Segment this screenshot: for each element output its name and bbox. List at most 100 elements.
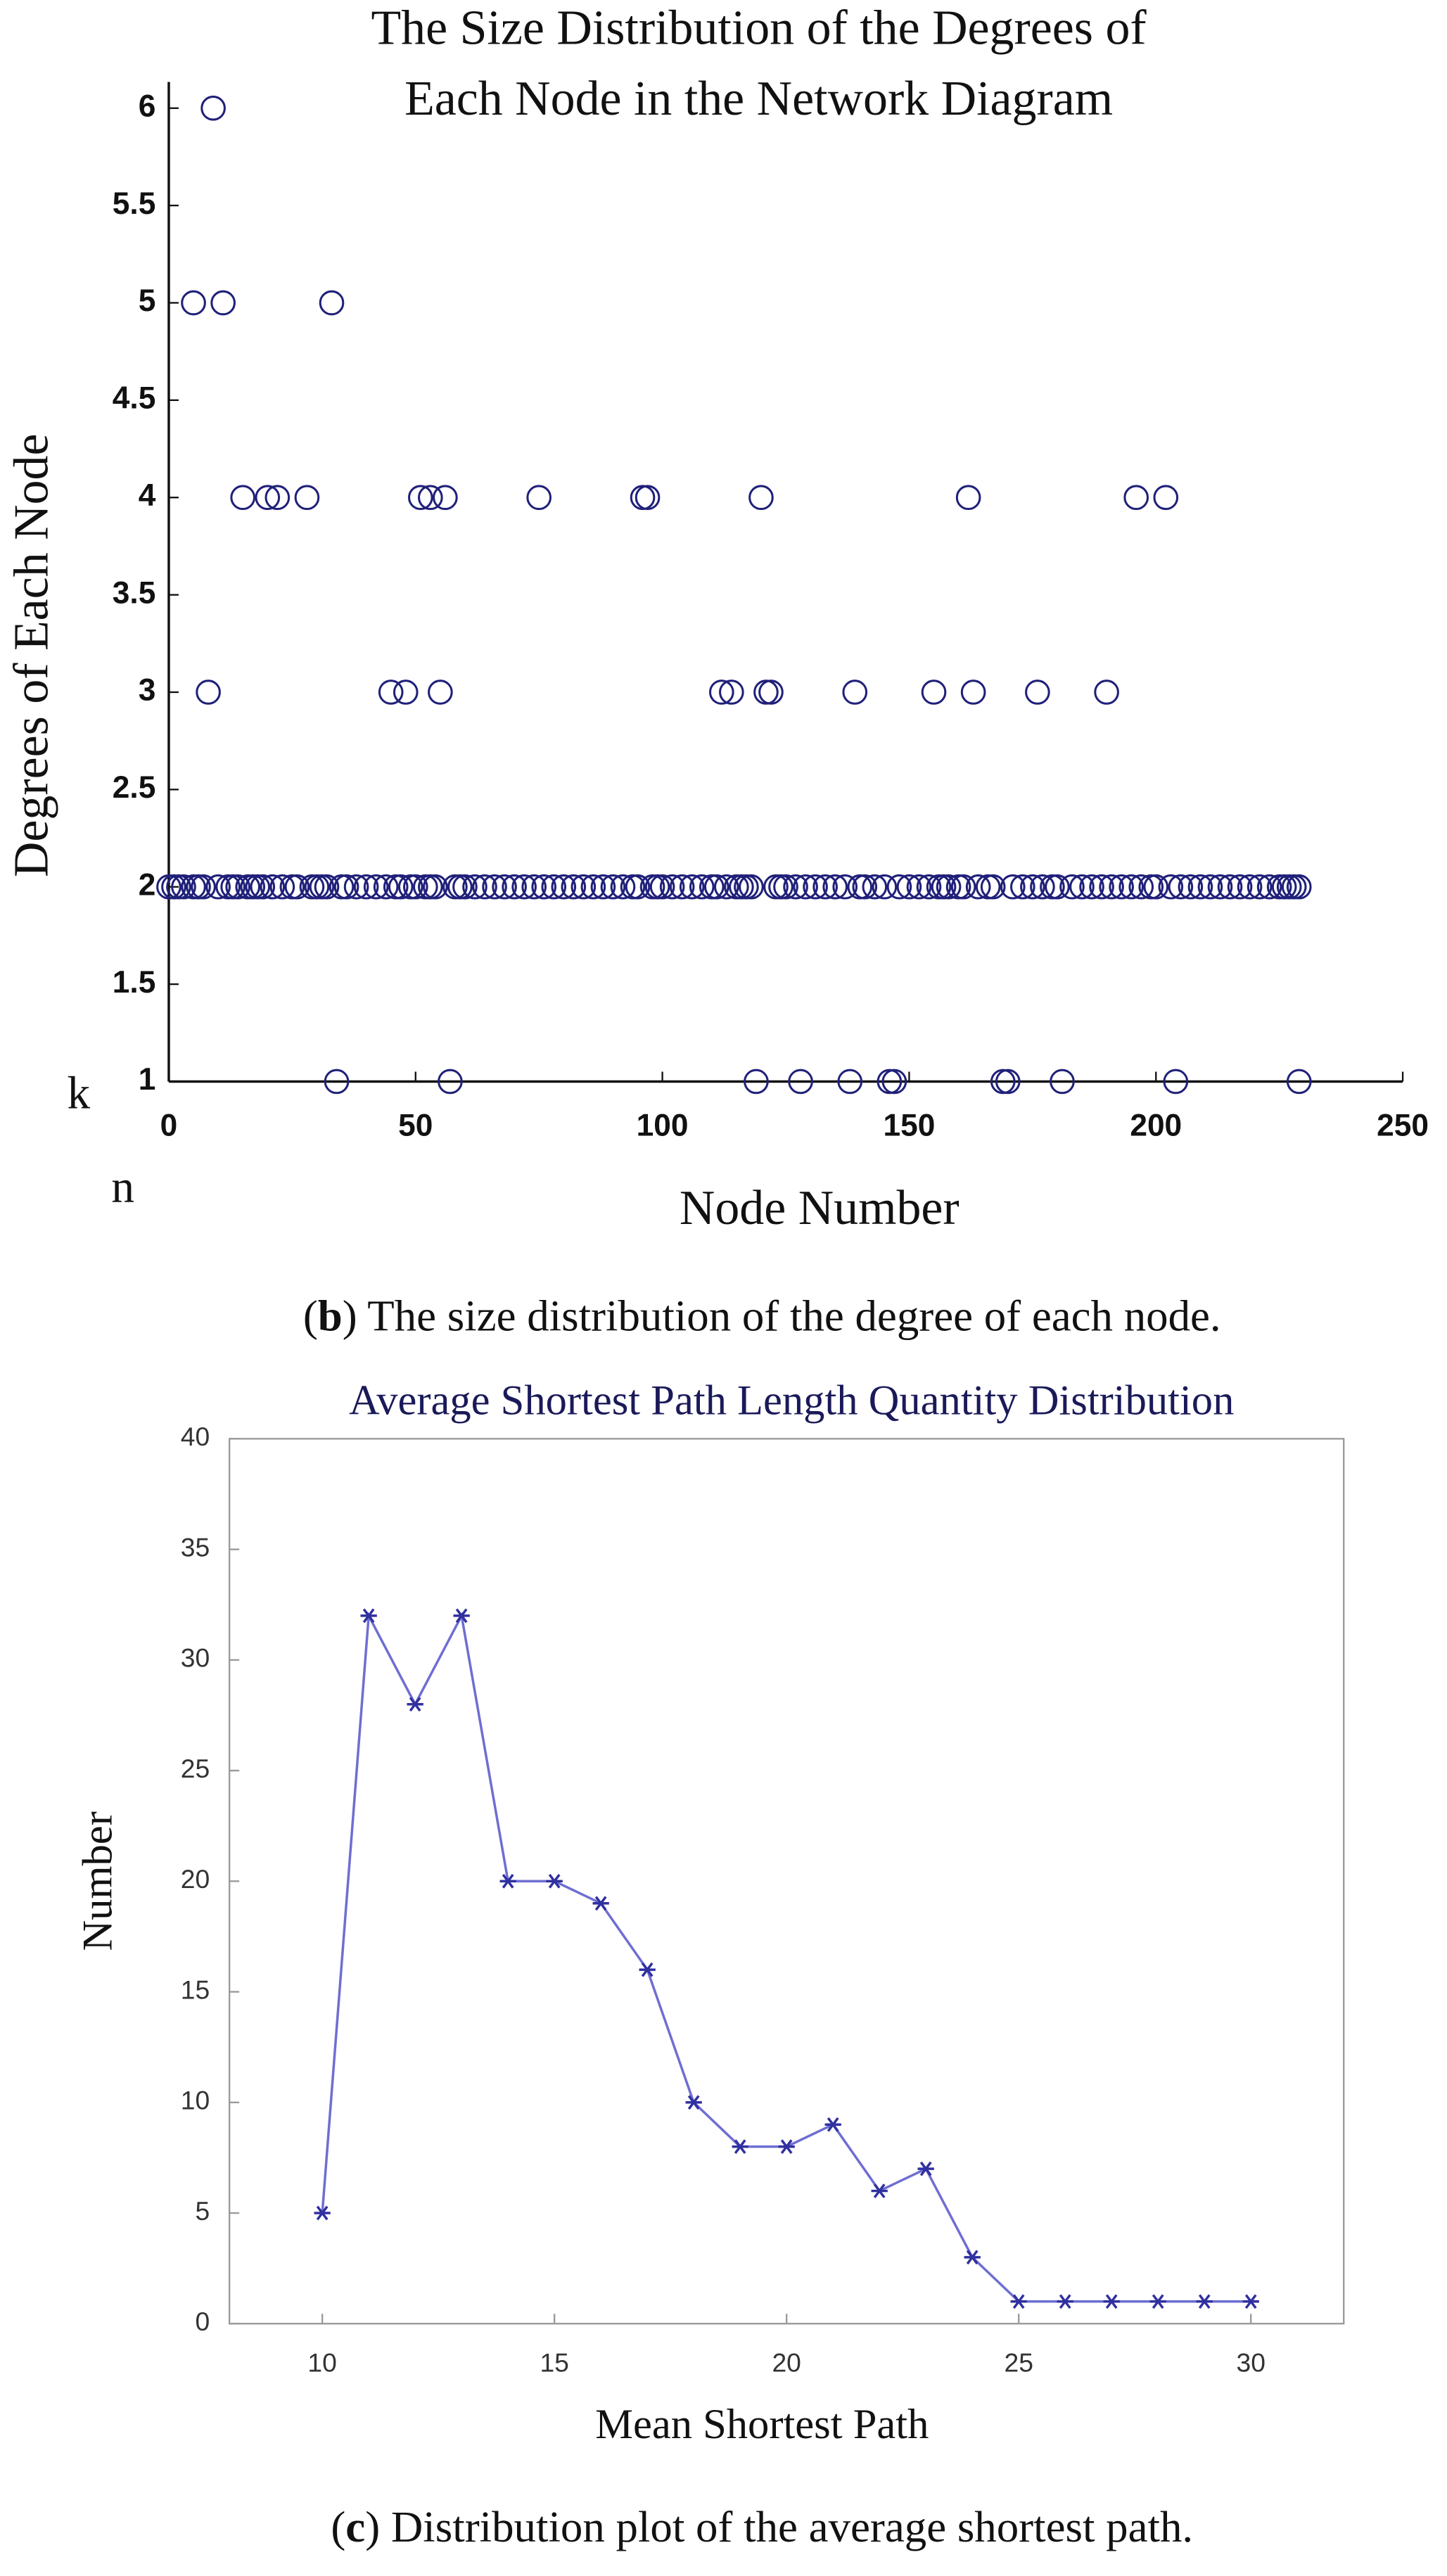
point [639, 1962, 656, 1977]
point [719, 680, 744, 705]
point [1143, 874, 1169, 900]
point [1217, 874, 1243, 900]
point [482, 874, 507, 900]
point [1079, 874, 1104, 900]
y-tick-label: 5 [195, 2196, 210, 2226]
point [393, 680, 419, 705]
point [1030, 874, 1055, 900]
point [679, 874, 705, 900]
point [689, 874, 715, 900]
point [600, 874, 626, 900]
point [210, 290, 236, 316]
x-tick-label: 20 [772, 2347, 801, 2377]
point [373, 874, 399, 900]
caption-part: b [318, 1292, 343, 1341]
annotation: k [68, 1069, 91, 1119]
point [453, 1608, 470, 1624]
chart-title: The Size Distribution of the Degrees of [371, 1, 1147, 56]
point [803, 874, 828, 900]
chart-title: Average Shortest Path Length Quantity Di… [349, 1377, 1234, 1424]
point [462, 874, 487, 900]
point [511, 874, 537, 900]
point [492, 874, 517, 900]
point [225, 874, 251, 900]
point [881, 1069, 907, 1095]
point [561, 874, 587, 900]
caption-part: c [345, 2503, 365, 2552]
point [964, 2250, 981, 2265]
point [250, 874, 276, 900]
point [886, 874, 912, 900]
point [1020, 874, 1045, 900]
point [625, 874, 651, 900]
point [200, 95, 226, 121]
x-tick-label: 150 [884, 1108, 936, 1142]
point [284, 874, 310, 900]
point [1025, 680, 1050, 705]
y-axis-label: Number [74, 1811, 121, 1951]
point [669, 874, 695, 900]
line [321, 1611, 1251, 2303]
x-tick-label: 0 [160, 1108, 178, 1142]
point [1057, 2294, 1073, 2309]
point [407, 485, 433, 511]
point [363, 874, 389, 900]
point [452, 874, 478, 900]
point [1178, 874, 1204, 900]
point [1153, 485, 1179, 511]
point [659, 874, 685, 900]
point [1242, 2294, 1259, 2309]
y-tick-label: 3 [139, 673, 156, 708]
point [837, 1069, 863, 1095]
point [1009, 874, 1035, 900]
point [570, 874, 597, 900]
x-tick-label: 250 [1377, 1108, 1429, 1142]
point [1050, 1069, 1075, 1095]
point [1103, 2294, 1120, 2309]
point [580, 874, 606, 900]
caption-part: ) The size distribution of the degree of… [343, 1292, 1221, 1341]
point [590, 874, 616, 900]
caption-part: ( [303, 1292, 318, 1341]
point [703, 874, 729, 900]
point [551, 874, 577, 900]
point [1197, 874, 1223, 900]
y-tick-label: 2.5 [113, 770, 156, 805]
point [472, 874, 497, 900]
point [502, 874, 527, 900]
point [1281, 874, 1307, 900]
point [1045, 874, 1070, 900]
point [541, 874, 567, 900]
y-tick-label: 5.5 [113, 186, 156, 221]
point [333, 874, 359, 900]
point [1089, 874, 1114, 900]
point [191, 874, 216, 900]
point [906, 874, 932, 900]
point [343, 874, 369, 900]
point [832, 874, 858, 900]
chart-title: Each Node in the Network Diagram [404, 72, 1113, 126]
point [407, 1697, 423, 1712]
point [630, 485, 656, 511]
y-tick-label: 20 [181, 1864, 210, 1894]
point [438, 1069, 463, 1095]
annotation: n [111, 1162, 134, 1213]
point [793, 874, 818, 900]
point [950, 874, 976, 900]
caption-part: ( [331, 2503, 345, 2552]
point [936, 874, 962, 900]
point [314, 2205, 331, 2221]
point [610, 874, 636, 900]
point [649, 874, 675, 900]
point [181, 290, 206, 316]
caption: (b) The size distribution of the degree … [303, 1292, 1221, 1341]
point [852, 874, 878, 900]
x-tick-label: 10 [307, 2347, 336, 2377]
y-tick-label: 0 [195, 2307, 210, 2336]
point [269, 874, 295, 900]
y-tick-label: 25 [181, 1754, 210, 1783]
x-axis-label: Mean Shortest Path [595, 2401, 929, 2448]
point [960, 680, 986, 705]
point [314, 874, 340, 900]
y-tick-label: 2 [139, 867, 156, 902]
